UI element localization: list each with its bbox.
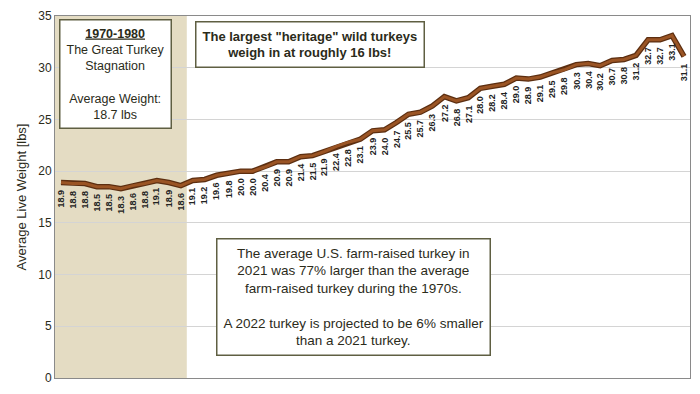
svg-text:19.6: 19.6 [211,182,221,200]
svg-text:0: 0 [45,371,52,385]
svg-text:28.2: 28.2 [487,94,497,112]
svg-text:22.8: 22.8 [343,149,353,167]
svg-text:32.7: 32.7 [643,47,653,65]
svg-text:19.2: 19.2 [199,187,209,205]
svg-text:27.2: 27.2 [440,105,450,123]
svg-text:18.8: 18.8 [80,191,90,209]
svg-text:26.8: 26.8 [452,109,462,127]
svg-text:28.9: 28.9 [523,87,533,105]
svg-text:18.6: 18.6 [128,193,138,211]
svg-text:23.1: 23.1 [355,146,365,164]
svg-text:10: 10 [38,268,52,282]
svg-text:20.9: 20.9 [284,169,294,187]
svg-text:19.1: 19.1 [187,188,197,206]
svg-text:18.8: 18.8 [140,191,150,209]
svg-text:20.0: 20.0 [248,178,258,196]
svg-text:29.8: 29.8 [559,77,569,95]
svg-text:31.1: 31.1 [679,64,689,82]
svg-text:15: 15 [38,216,52,230]
svg-text:1970-1980The Great TurkeyStagn: 1970-1980The Great TurkeyStagnationAvera… [67,27,165,122]
svg-text:18.6: 18.6 [176,193,186,211]
svg-text:24.7: 24.7 [392,130,402,148]
svg-text:19.1: 19.1 [151,188,161,206]
svg-text:Average Live Weight [lbs]: Average Live Weight [lbs] [14,124,29,271]
svg-text:20.0: 20.0 [236,178,246,196]
svg-text:18.9: 18.9 [164,190,174,208]
svg-text:25.5: 25.5 [403,122,413,140]
svg-text:29.5: 29.5 [547,81,557,99]
svg-text:29.0: 29.0 [511,86,521,104]
svg-text:19.8: 19.8 [224,180,234,198]
svg-text:25: 25 [38,113,52,127]
svg-text:20: 20 [38,164,52,178]
svg-text:23.9: 23.9 [368,138,378,156]
svg-text:22.4: 22.4 [331,153,341,171]
svg-text:30.7: 30.7 [607,68,617,86]
svg-text:31.2: 31.2 [631,63,641,81]
svg-text:20.9: 20.9 [272,169,282,187]
svg-text:21.9: 21.9 [319,159,329,177]
svg-text:30.8: 30.8 [619,67,629,85]
svg-text:28.0: 28.0 [475,96,485,114]
svg-text:30: 30 [38,61,52,75]
svg-text:32.7: 32.7 [655,47,665,65]
svg-text:18.5: 18.5 [104,194,114,212]
svg-text:28.4: 28.4 [499,92,509,110]
svg-text:21.4: 21.4 [296,164,306,182]
svg-text:18.9: 18.9 [56,190,66,208]
svg-text:35: 35 [38,9,52,23]
svg-text:20.4: 20.4 [260,174,270,192]
svg-text:33.1: 33.1 [667,43,677,61]
svg-text:29.1: 29.1 [535,85,545,103]
svg-text:25.7: 25.7 [415,120,425,138]
svg-text:30.3: 30.3 [572,72,582,90]
svg-text:26.3: 26.3 [427,114,437,132]
svg-text:The average U.S. farm-raised t: The average U.S. farm-raised turkey in20… [224,246,484,349]
svg-text:18.3: 18.3 [116,196,126,214]
svg-text:18.8: 18.8 [68,191,78,209]
svg-text:30.4: 30.4 [584,71,594,89]
svg-text:24.0: 24.0 [380,138,390,156]
svg-text:30.2: 30.2 [595,73,605,91]
svg-text:5: 5 [45,319,52,333]
svg-text:21.5: 21.5 [308,163,318,181]
svg-text:The largest "heritage" wild tu: The largest "heritage" wild turkeysweigh… [203,29,418,61]
svg-text:27.1: 27.1 [464,106,474,124]
svg-text:18.5: 18.5 [92,194,102,212]
